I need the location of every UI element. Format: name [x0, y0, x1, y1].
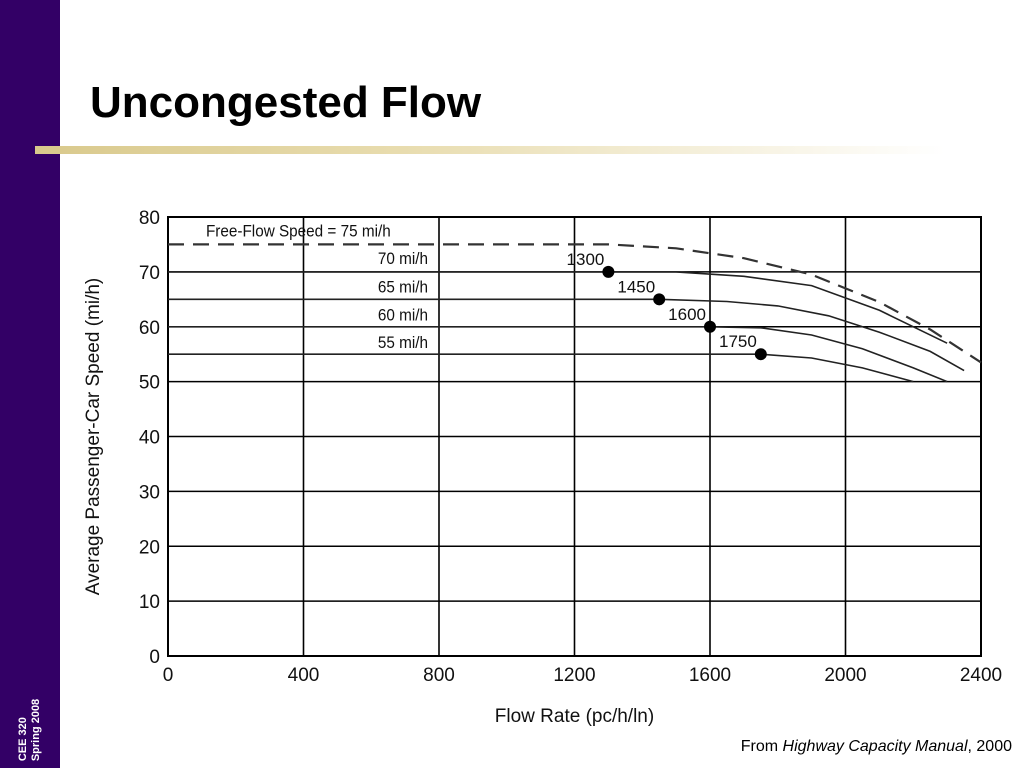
breakpoint-label: 1300: [567, 250, 605, 269]
speed-curve: [168, 298, 965, 372]
y-tick-label: 50: [139, 373, 160, 394]
y-tick-label: 0: [149, 647, 160, 668]
breakpoint-markers: 1300 1450 1600 1750: [567, 250, 767, 361]
slide-title: Uncongested Flow: [90, 78, 482, 127]
source-work: Highway Capacity Manual: [782, 738, 968, 755]
breakpoint-label: 1450: [617, 277, 655, 296]
x-tick-label: 0: [163, 665, 174, 686]
breakpoint-dot: [602, 265, 615, 278]
y-tick-label: 20: [139, 537, 160, 558]
course-label: CEE 320: [17, 717, 29, 762]
series-labels: Free-Flow Speed = 75 mi/h 70 mi/h 65 mi/h 6…: [206, 222, 428, 353]
breakpoint-dot: [754, 348, 767, 361]
title-underline: [35, 146, 945, 154]
breakpoint-dot: [653, 293, 666, 306]
y-tick-label: 80: [139, 208, 160, 229]
speed-flow-chart: 0 10 20 30 40 50 60 70 80 0 400 800 1200 1600 2000 240…: [83, 208, 1002, 727]
source-suffix: , 2000: [967, 738, 1012, 755]
x-tick-label: 1600: [689, 665, 731, 686]
series-label: 65 mi/h: [378, 278, 428, 297]
source-prefix: From: [740, 738, 783, 755]
x-tick-label: 400: [288, 665, 320, 686]
y-tick-label: 60: [139, 318, 160, 339]
y-tick-label: 10: [139, 592, 160, 613]
x-axis-label: Flow Rate (pc/h/ln): [495, 706, 654, 727]
free-flow-75-curve: [168, 243, 982, 364]
source-citation: From Highway Capacity Manual, 2000: [741, 738, 1012, 756]
breakpoint-label: 1750: [719, 332, 757, 351]
y-tick-label: 70: [139, 263, 160, 284]
breakpoint-dot: [704, 320, 716, 333]
y-tick-label: 30: [139, 482, 160, 503]
x-tick-label: 2000: [824, 665, 866, 686]
x-tick-labels: 0 400 800 1200 1600 2000 2400: [163, 665, 1002, 686]
x-tick-label: 800: [423, 665, 455, 686]
series-label: 60 mi/h: [378, 306, 428, 325]
term-label: Spring 2008: [30, 698, 42, 762]
series-label: Free-Flow Speed = 75 mi/h: [206, 222, 391, 241]
x-tick-label: 1200: [553, 665, 595, 686]
speed-curve: [168, 271, 948, 344]
y-tick-labels: 0 10 20 30 40 50 60 70 80: [139, 208, 160, 668]
y-axis-label: Average Passenger-Car Speed (mi/h): [83, 278, 104, 596]
x-tick-label: 2400: [960, 665, 1002, 686]
series-label: 55 mi/h: [378, 333, 428, 352]
sidebar: CEE 320 Spring 2008: [0, 0, 60, 768]
speed-curve: [168, 353, 914, 383]
plot-frame: [167, 216, 982, 657]
series-label: 70 mi/h: [378, 249, 428, 268]
sidebar-caption: CEE 320 Spring 2008: [17, 699, 43, 761]
chart-grid: [167, 216, 982, 657]
y-tick-label: 40: [139, 428, 160, 449]
breakpoint-label: 1600: [668, 305, 706, 324]
